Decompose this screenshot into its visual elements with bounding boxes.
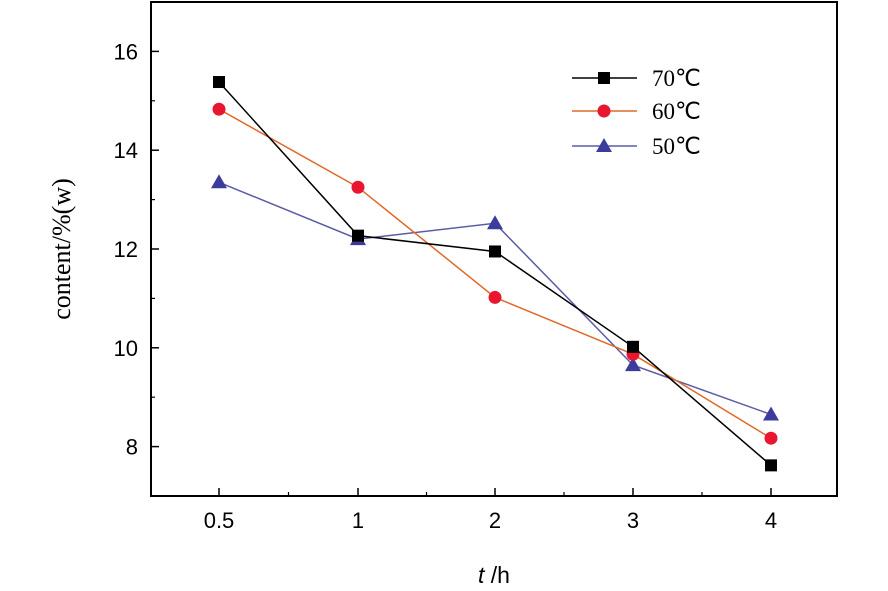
x-tick-label: 1 bbox=[352, 508, 364, 533]
legend-item: 70℃ bbox=[572, 66, 701, 91]
data-point bbox=[487, 215, 503, 230]
x-axis-title-variable: t bbox=[478, 562, 486, 588]
y-tick-label: 14 bbox=[114, 138, 138, 163]
data-point bbox=[351, 180, 365, 194]
x-axis-ticks: 0.5 1 2 3 4 bbox=[204, 488, 777, 533]
data-point bbox=[763, 406, 779, 421]
legend-item: 50℃ bbox=[572, 134, 701, 159]
y-tick-label: 16 bbox=[114, 39, 138, 64]
data-point bbox=[211, 174, 227, 189]
y-tick-label: 10 bbox=[114, 336, 138, 361]
legend-marker bbox=[598, 72, 610, 84]
legend-label: 50℃ bbox=[652, 134, 701, 159]
legend-label: 70℃ bbox=[652, 66, 701, 91]
y-axis-ticks: 8 10 12 14 16 bbox=[114, 1, 159, 497]
x-tick-label: 4 bbox=[765, 508, 777, 533]
series-layer bbox=[211, 76, 779, 472]
y-tick-label: 12 bbox=[114, 237, 138, 262]
y-tick-label: 8 bbox=[126, 435, 138, 460]
x-tick-label: 0.5 bbox=[204, 508, 235, 533]
legend-label: 60℃ bbox=[652, 99, 701, 124]
data-point bbox=[213, 76, 225, 89]
data-point bbox=[352, 229, 364, 242]
data-point bbox=[625, 357, 641, 372]
legend-marker bbox=[596, 138, 612, 152]
legend-marker bbox=[597, 104, 611, 118]
legend: 70℃ 60℃ 50℃ bbox=[572, 66, 701, 159]
x-axis-title-unit: /h bbox=[484, 562, 510, 588]
data-point bbox=[627, 340, 639, 353]
x-axis-title: t /h bbox=[478, 562, 510, 588]
data-point bbox=[765, 459, 777, 472]
legend-item: 60℃ bbox=[572, 99, 701, 124]
y-axis-title: content/%(w) bbox=[47, 178, 76, 320]
series-markers-square bbox=[213, 76, 777, 472]
x-tick-label: 3 bbox=[627, 508, 639, 533]
data-point bbox=[489, 245, 501, 258]
data-point bbox=[212, 102, 226, 116]
data-point bbox=[488, 290, 502, 304]
x-tick-label: 2 bbox=[489, 508, 501, 533]
data-point bbox=[764, 431, 778, 445]
